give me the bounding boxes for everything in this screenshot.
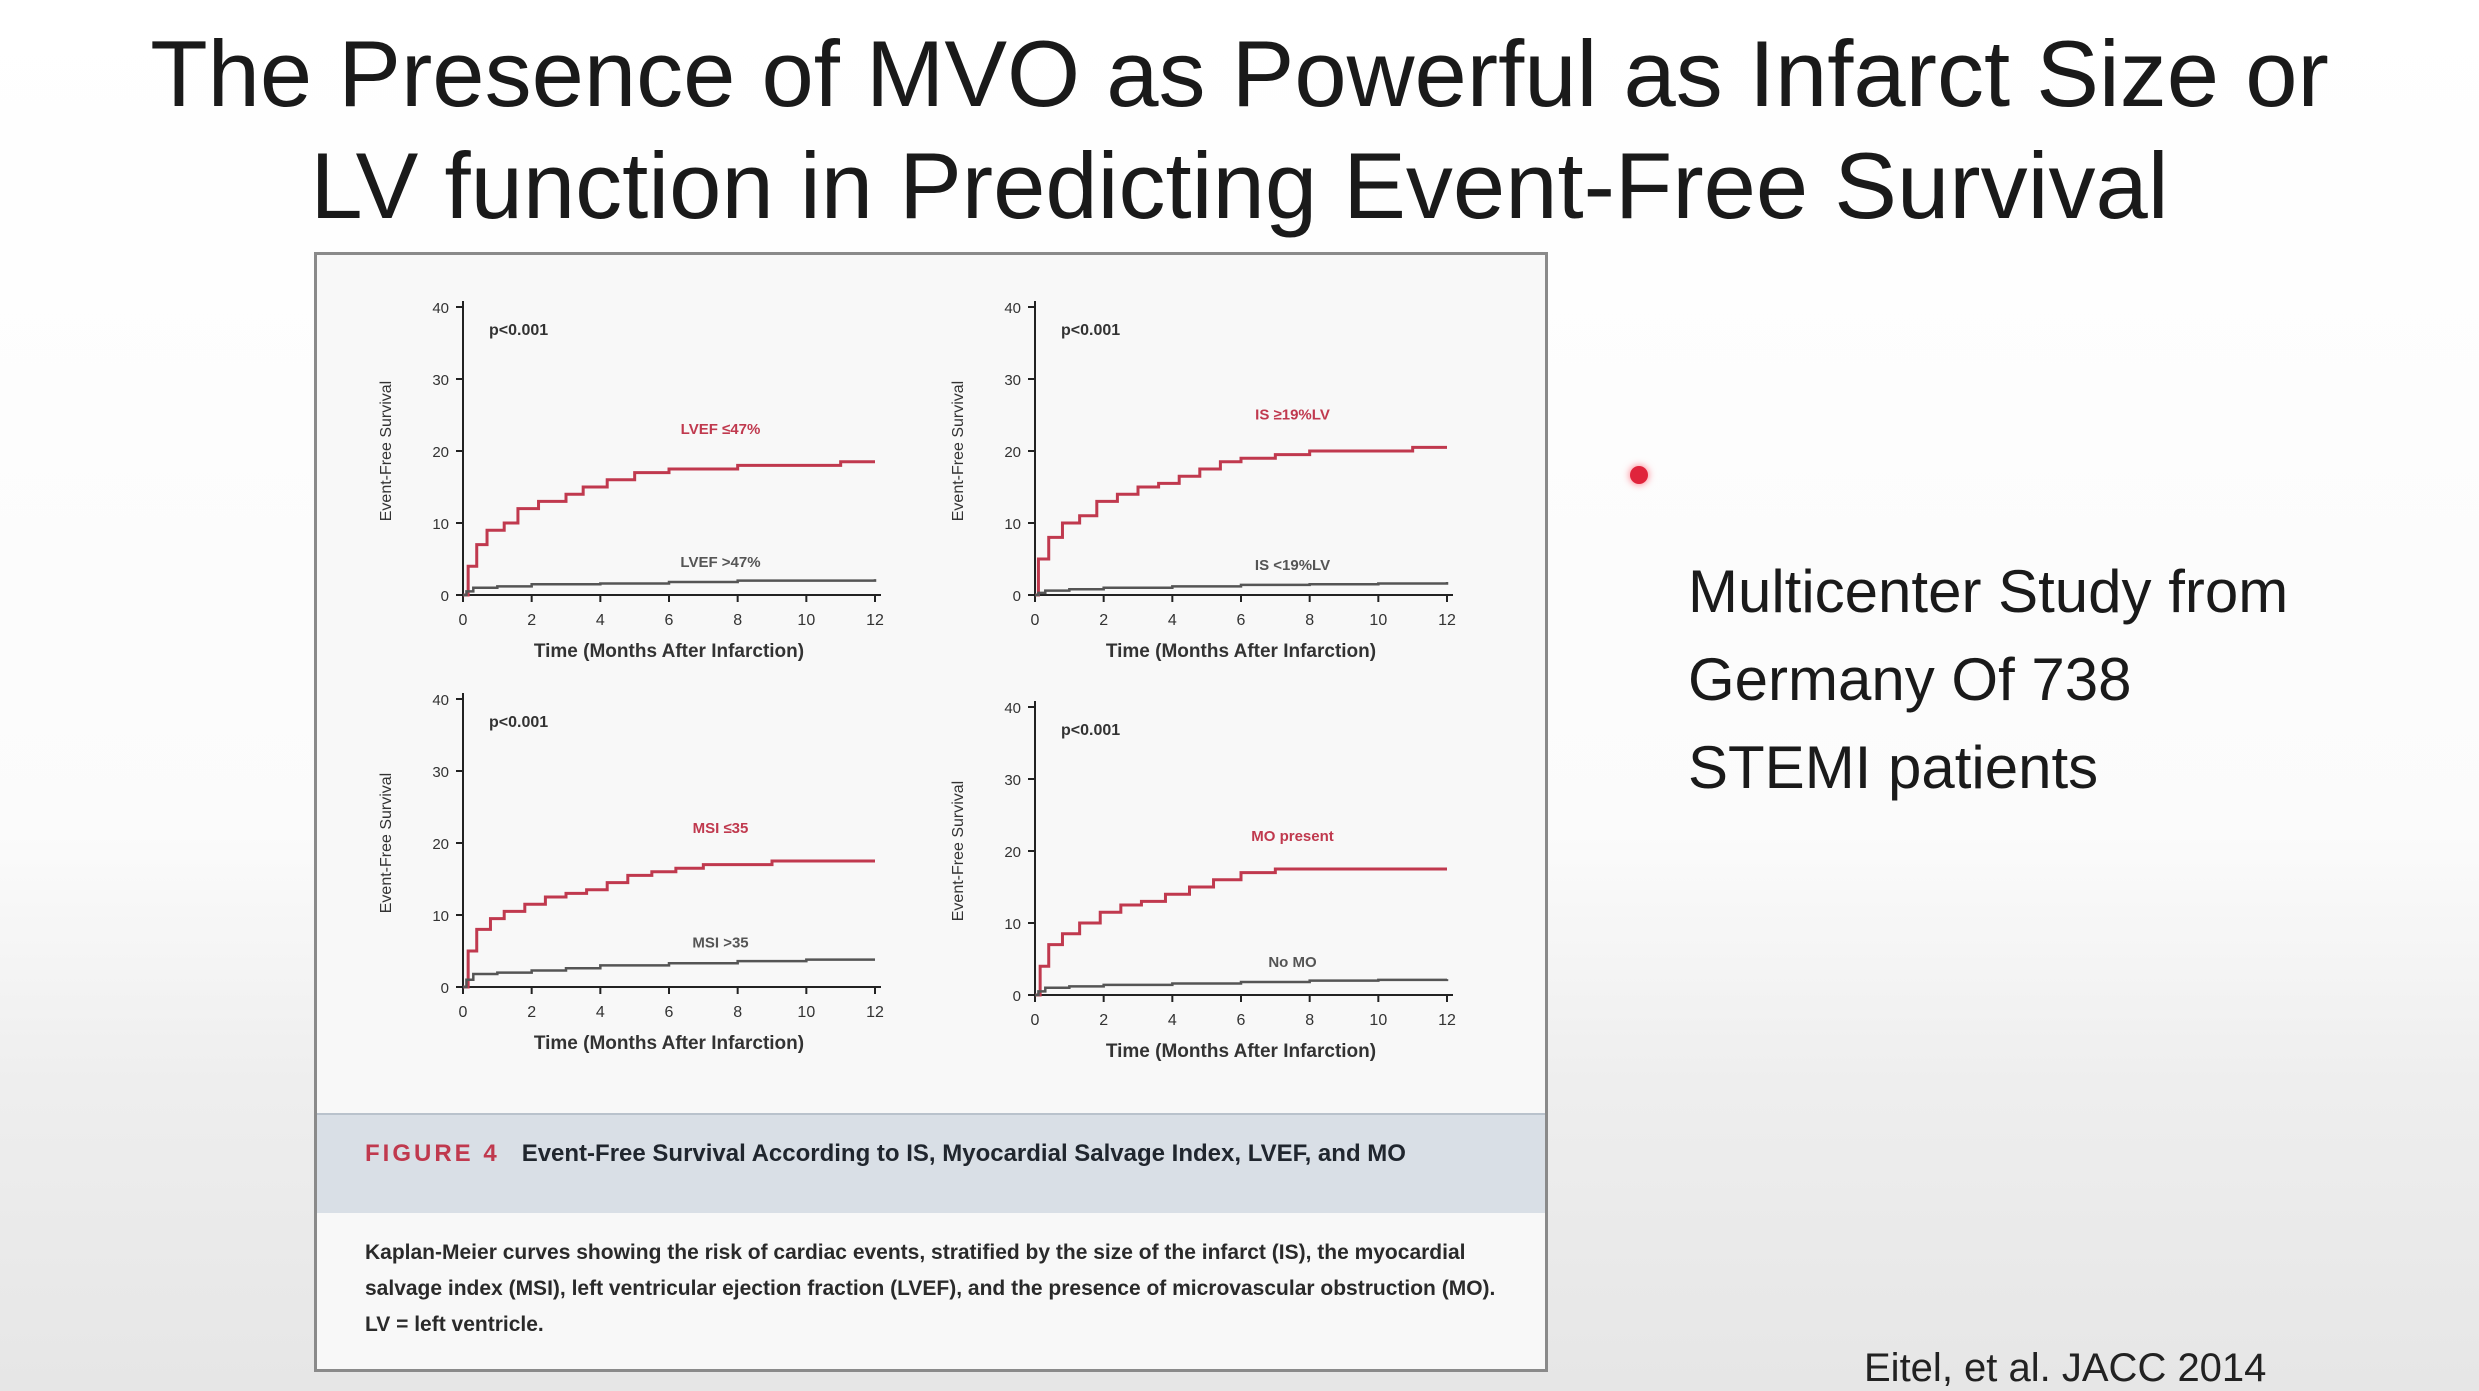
survival-curve-low-risk bbox=[1035, 978, 1449, 997]
y-axis-label: Event-Free Survival bbox=[950, 381, 967, 522]
km-panel-top-left: 0 10 20 30 40 0 2 4 6 8 10 12 Time (Months After Inf… bbox=[378, 300, 884, 662]
x-axis-label: Time (Months After Infarction) bbox=[1106, 1041, 1376, 1062]
survival-curve-low-risk bbox=[1035, 582, 1449, 597]
series-label-high-risk: MSI ≤35 bbox=[693, 820, 749, 837]
x-tick-label: 10 bbox=[1369, 612, 1387, 629]
survival-curve-high-risk bbox=[1035, 867, 1447, 997]
x-tick-label: 4 bbox=[1168, 612, 1177, 629]
x-tick-label: 2 bbox=[527, 1004, 536, 1021]
x-tick-label: 2 bbox=[1099, 1012, 1108, 1029]
x-tick-label: 0 bbox=[459, 1004, 468, 1021]
figure-caption: Kaplan-Meier curves showing the risk of … bbox=[365, 1241, 1496, 1336]
y-tick-label: 10 bbox=[1004, 516, 1021, 533]
series-label-high-risk: IS ≥19%LV bbox=[1255, 406, 1330, 423]
x-tick-label: 12 bbox=[1438, 1012, 1456, 1029]
x-tick-label: 6 bbox=[665, 1004, 674, 1021]
x-tick-label: 6 bbox=[665, 612, 674, 629]
p-value-label: p<0.001 bbox=[489, 322, 548, 339]
x-tick-label: 0 bbox=[1031, 612, 1040, 629]
x-tick-label: 12 bbox=[1438, 612, 1456, 629]
y-tick-label: 40 bbox=[1004, 700, 1021, 717]
x-tick-label: 6 bbox=[1237, 612, 1246, 629]
km-panel-top-right: 0 10 20 30 40 0 2 4 6 8 10 12 Time (Months After Inf… bbox=[950, 300, 1456, 662]
x-tick-label: 0 bbox=[459, 612, 468, 629]
y-tick-label: 30 bbox=[432, 764, 449, 781]
figure-label: FIGURE 4 bbox=[365, 1140, 500, 1167]
y-tick-label: 10 bbox=[432, 908, 449, 925]
series-label-low-risk: IS <19%LV bbox=[1255, 557, 1330, 574]
study-description-line-2: Germany Of 738 bbox=[1688, 646, 2132, 713]
x-tick-label: 12 bbox=[866, 1004, 884, 1021]
citation: Eitel, et al. JACC 2014 bbox=[1864, 1346, 2267, 1390]
survival-curve-low-risk bbox=[463, 958, 875, 989]
p-value-label: p<0.001 bbox=[1061, 722, 1120, 739]
series-label-low-risk: No MO bbox=[1268, 954, 1317, 971]
study-description: Multicenter Study from Germany Of 738 ST… bbox=[1688, 548, 2448, 812]
y-tick-label: 0 bbox=[441, 588, 449, 605]
slide-title-line-1: The Presence of MVO as Powerful as Infar… bbox=[150, 21, 2329, 126]
y-tick-label: 20 bbox=[432, 836, 449, 853]
x-tick-label: 4 bbox=[596, 1004, 605, 1021]
y-tick-label: 20 bbox=[432, 444, 449, 461]
x-tick-label: 6 bbox=[1237, 1012, 1246, 1029]
series-label-high-risk: LVEF ≤47% bbox=[681, 421, 761, 438]
x-tick-label: 10 bbox=[797, 612, 815, 629]
x-tick-label: 10 bbox=[1369, 1012, 1387, 1029]
y-tick-label: 0 bbox=[441, 980, 449, 997]
y-tick-label: 10 bbox=[432, 516, 449, 533]
figure-title: Event-Free Survival According to IS, Myo… bbox=[521, 1140, 1406, 1167]
y-tick-label: 40 bbox=[432, 300, 449, 317]
survival-curve-low-risk bbox=[463, 579, 877, 597]
series-label-high-risk: MO present bbox=[1251, 828, 1334, 845]
survival-curve-high-risk bbox=[1035, 445, 1447, 597]
km-panel-bottom-left: 0 10 20 30 40 0 2 4 6 8 10 12 Time (Months After Inf… bbox=[378, 692, 884, 1054]
y-axis-label: Event-Free Survival bbox=[378, 773, 395, 914]
study-description-line-1: Multicenter Study from bbox=[1688, 558, 2289, 625]
x-tick-label: 12 bbox=[866, 612, 884, 629]
x-tick-label: 2 bbox=[1099, 612, 1108, 629]
survival-curve-high-risk bbox=[463, 859, 875, 989]
x-tick-label: 8 bbox=[1305, 612, 1314, 629]
figure-caption-header: FIGURE 4 Event-Free Survival According to… bbox=[317, 1113, 1545, 1213]
y-axis-label: Event-Free Survival bbox=[378, 381, 395, 522]
survival-curve-high-risk bbox=[463, 460, 875, 597]
x-tick-label: 8 bbox=[733, 612, 742, 629]
y-tick-label: 10 bbox=[1004, 916, 1021, 933]
x-tick-label: 8 bbox=[1305, 1012, 1314, 1029]
p-value-label: p<0.001 bbox=[1061, 322, 1120, 339]
laser-pointer-dot bbox=[1630, 466, 1648, 484]
x-axis-label: Time (Months After Infarction) bbox=[534, 641, 804, 662]
x-tick-label: 4 bbox=[1168, 1012, 1177, 1029]
x-tick-label: 8 bbox=[733, 1004, 742, 1021]
y-tick-label: 0 bbox=[1013, 588, 1021, 605]
y-tick-label: 30 bbox=[1004, 372, 1021, 389]
y-tick-label: 30 bbox=[1004, 772, 1021, 789]
y-tick-label: 20 bbox=[1004, 444, 1021, 461]
figure-4: 0 10 20 30 40 0 2 4 6 8 10 12 Time (Months After Inf… bbox=[314, 252, 1548, 1372]
series-label-low-risk: LVEF >47% bbox=[680, 554, 760, 571]
y-tick-label: 30 bbox=[432, 372, 449, 389]
slide-title-line-2: LV function in Predicting Event-Free Sur… bbox=[310, 133, 2169, 238]
y-tick-label: 40 bbox=[432, 692, 449, 709]
x-tick-label: 4 bbox=[596, 612, 605, 629]
x-tick-label: 2 bbox=[527, 612, 536, 629]
y-tick-label: 20 bbox=[1004, 844, 1021, 861]
x-axis-label: Time (Months After Infarction) bbox=[1106, 641, 1376, 662]
x-tick-label: 10 bbox=[797, 1004, 815, 1021]
x-axis-label: Time (Months After Infarction) bbox=[534, 1033, 804, 1054]
slide-title: The Presence of MVO as Powerful as Infar… bbox=[0, 18, 2479, 242]
km-panel-bottom-right: 0 10 20 30 40 0 2 4 6 8 10 12 Time (Months After Inf… bbox=[950, 700, 1456, 1062]
y-tick-label: 40 bbox=[1004, 300, 1021, 317]
series-label-low-risk: MSI >35 bbox=[692, 935, 748, 952]
p-value-label: p<0.001 bbox=[489, 714, 548, 731]
y-tick-label: 0 bbox=[1013, 988, 1021, 1005]
x-tick-label: 0 bbox=[1031, 1012, 1040, 1029]
y-axis-label: Event-Free Survival bbox=[950, 781, 967, 922]
study-description-line-3: STEMI patients bbox=[1688, 734, 2099, 801]
